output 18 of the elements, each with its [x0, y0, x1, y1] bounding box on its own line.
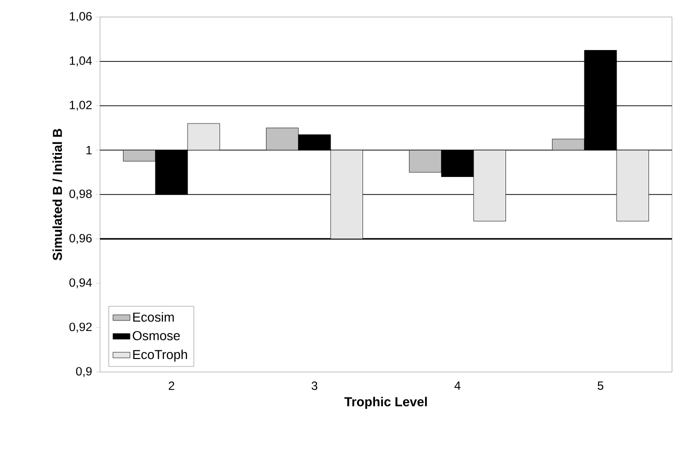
y-tick-label: 1: [86, 146, 92, 154]
y-tick-label: 1,04: [70, 56, 92, 66]
y-tick-label: 0,92: [69, 322, 92, 333]
y-tick-label: 0,9: [76, 367, 92, 377]
x-tick-label: 2: [168, 382, 174, 390]
y-tick-label: 1,06: [70, 12, 92, 22]
x-tick-label: 5: [598, 382, 604, 390]
legend-label: Osmose: [132, 331, 180, 340]
x-tick-label: 4: [454, 382, 460, 390]
y-axis-title: Simulated B / Initial B: [52, 128, 62, 260]
y-tick-label: 1,02: [70, 100, 92, 111]
x-axis-title: Trophic Level: [344, 396, 427, 409]
y-tick-label: 0,94: [69, 278, 92, 288]
y-tick-label: 0,98: [69, 190, 92, 200]
y-tick-label: 0,96: [69, 234, 92, 244]
legend-label: Ecosim: [133, 312, 174, 322]
x-tick-label: 3: [312, 382, 318, 390]
legend-label: EcoTroph: [133, 350, 188, 362]
